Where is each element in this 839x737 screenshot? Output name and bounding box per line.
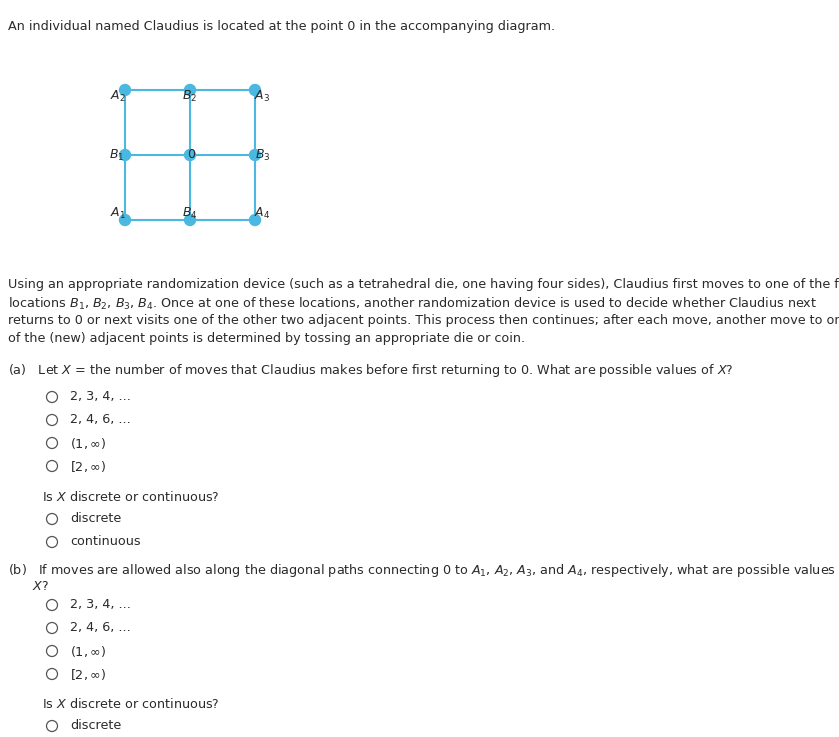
Text: An individual named Claudius is located at the point 0 in the accompanying diagr: An individual named Claudius is located … — [8, 20, 555, 33]
Circle shape — [119, 214, 131, 226]
Circle shape — [249, 150, 260, 161]
Text: continuous: continuous — [70, 535, 141, 548]
Text: 2, 4, 6, ...: 2, 4, 6, ... — [70, 413, 131, 426]
Text: of the (new) adjacent points is determined by tossing an appropriate die or coin: of the (new) adjacent points is determin… — [8, 332, 525, 345]
Text: $A_3$: $A_3$ — [254, 89, 270, 105]
Text: (b)   If moves are allowed also along the diagonal paths connecting 0 to $A_1$, : (b) If moves are allowed also along the … — [8, 562, 839, 579]
Circle shape — [185, 150, 195, 161]
Text: discrete: discrete — [70, 512, 122, 525]
Circle shape — [119, 150, 131, 161]
Text: 2, 3, 4, ...: 2, 3, 4, ... — [70, 598, 131, 611]
Text: $0$: $0$ — [187, 147, 196, 161]
Text: returns to 0 or next visits one of the other two adjacent points. This process t: returns to 0 or next visits one of the o… — [8, 314, 839, 327]
Text: $B_2$: $B_2$ — [182, 89, 198, 105]
Circle shape — [185, 214, 195, 226]
Text: $A_1$: $A_1$ — [110, 206, 126, 220]
Text: $(1, \infty)$: $(1, \infty)$ — [70, 436, 106, 451]
Circle shape — [119, 85, 131, 96]
Text: discrete: discrete — [70, 719, 122, 732]
Circle shape — [185, 85, 195, 96]
Text: 2, 3, 4, ...: 2, 3, 4, ... — [70, 390, 131, 403]
Text: $A_2$: $A_2$ — [110, 89, 126, 105]
Text: $X$?: $X$? — [8, 580, 49, 593]
Text: $B_1$: $B_1$ — [109, 147, 124, 163]
Text: Is $X$ discrete or continuous?: Is $X$ discrete or continuous? — [42, 697, 220, 711]
Text: Is $X$ discrete or continuous?: Is $X$ discrete or continuous? — [42, 490, 220, 504]
Text: $[2, \infty)$: $[2, \infty)$ — [70, 667, 106, 682]
Text: (a)   Let $X$ = the number of moves that Claudius makes before first returning t: (a) Let $X$ = the number of moves that C… — [8, 362, 733, 379]
Text: $A_4$: $A_4$ — [254, 206, 270, 220]
Text: locations $B_1$, $B_2$, $B_3$, $B_4$. Once at one of these locations, another ra: locations $B_1$, $B_2$, $B_3$, $B_4$. On… — [8, 296, 817, 312]
Text: $B_3$: $B_3$ — [255, 147, 270, 163]
Text: Using an appropriate randomization device (such as a tetrahedral die, one having: Using an appropriate randomization devic… — [8, 278, 839, 291]
Circle shape — [249, 85, 260, 96]
Text: 2, 4, 6, ...: 2, 4, 6, ... — [70, 621, 131, 634]
Text: $[2, \infty)$: $[2, \infty)$ — [70, 459, 106, 474]
Circle shape — [249, 214, 260, 226]
Text: $B_4$: $B_4$ — [182, 206, 198, 220]
Text: $(1, \infty)$: $(1, \infty)$ — [70, 644, 106, 659]
